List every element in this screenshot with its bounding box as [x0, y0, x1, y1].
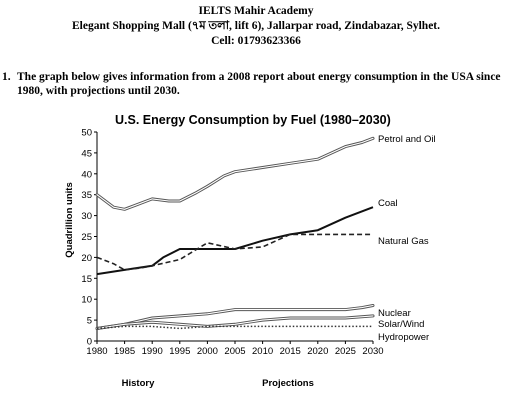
y-axis-label: Quadrillion units [64, 182, 75, 257]
question-text: The graph below gives information from a… [17, 71, 501, 97]
series-line [96, 206, 374, 276]
y-tick-label: 10 [81, 295, 92, 306]
series-natural-gas [96, 233, 373, 271]
academy-cell: Cell: 01793623366 [211, 35, 301, 47]
y-tick-label: 25 [81, 232, 92, 243]
series-label-hydropower: Hydropower [378, 332, 429, 343]
y-tick-label: 50 [81, 128, 92, 139]
x-tick-label: 2005 [224, 346, 245, 357]
y-tick-label: 20 [81, 253, 92, 264]
x-tick-label: 2030 [362, 346, 383, 357]
question: 1. The graph below gives information fro… [2, 71, 508, 98]
y-tick-label: 40 [81, 169, 92, 180]
y-tick-label: 0 [87, 337, 92, 348]
series-label-nuclear: Nuclear [378, 308, 411, 319]
series-label-petrol-and-oil: Petrol and Oil [378, 134, 436, 145]
y-tick-label: 30 [81, 211, 92, 222]
x-tick-label: 1985 [114, 346, 135, 357]
series-label-solar-wind: Solar/Wind [378, 319, 424, 330]
series-line-inner [96, 315, 374, 330]
x-tick-label: 1995 [169, 346, 190, 357]
series-petrol-and-oil [95, 136, 375, 211]
series-line-inner [96, 137, 374, 210]
y-tick-label: 15 [81, 274, 92, 285]
series-label-natural-gas: Natural Gas [378, 236, 429, 247]
academy-address: Elegant Shopping Mall (৭ম তলা, lift 6), … [71, 20, 441, 32]
series-line [95, 136, 375, 211]
series-line [96, 233, 373, 271]
y-tick-label: 45 [81, 148, 92, 159]
y-tick-label: 5 [87, 316, 92, 327]
series-nuclear [95, 304, 375, 330]
projections-label: Projections [262, 378, 314, 389]
chart-title: U.S. Energy Consumption by Fuel (1980–20… [115, 113, 391, 127]
academy-name: IELTS Mahir Academy [198, 5, 314, 17]
question-number: 1. [2, 71, 11, 83]
x-tick-label: 2010 [252, 346, 273, 357]
series-coal [96, 206, 374, 276]
y-tick-label: 35 [81, 190, 92, 201]
x-tick-label: 1990 [142, 346, 163, 357]
series-line-inner [96, 304, 374, 330]
history-label: History [122, 378, 155, 389]
series-label-coal: Coal [378, 198, 398, 209]
x-tick-label: 2025 [335, 346, 356, 357]
x-tick-label: 2000 [197, 346, 218, 357]
x-tick-label: 2015 [280, 346, 301, 357]
x-tick-label: 2020 [307, 346, 328, 357]
x-tick-label: 1980 [86, 346, 107, 357]
series-hydropower [96, 325, 373, 330]
series-solar-wind [95, 314, 375, 330]
series-line [96, 325, 373, 330]
